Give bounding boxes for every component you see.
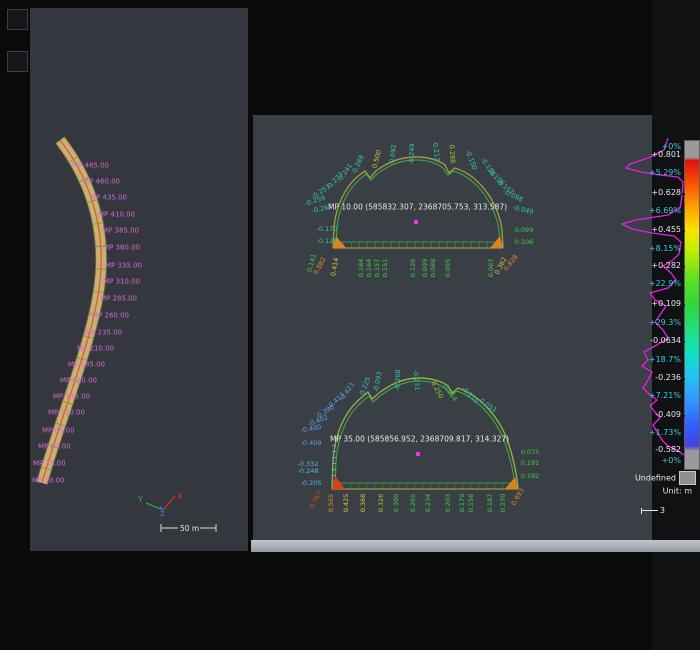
panel-icon-top[interactable] [7, 9, 28, 30]
undefined-color-swatch [679, 471, 696, 485]
color-scale-bar [684, 140, 700, 470]
section-scale-bar: 3 [641, 506, 665, 515]
plan-scale-bar [160, 524, 217, 532]
undefined-label: Undefined [634, 473, 676, 483]
tunnel-profile-mp35 [331, 377, 519, 490]
horizontal-scrollbar[interactable] [251, 540, 700, 552]
plan-scale-label: 50 m [180, 524, 199, 533]
alignment-drawing: X Y Z 50 m [36, 136, 217, 533]
alignment-centerline [41, 139, 102, 484]
section-viewport[interactable] [253, 115, 652, 540]
scale-tick [641, 507, 642, 514]
alignment-band [37, 136, 107, 485]
axis-x-label: X [177, 492, 183, 501]
unit-label: Unit: m [662, 486, 692, 496]
axis-y-label: Y [137, 495, 143, 504]
tunnel-profile-mp10 [332, 156, 504, 249]
section-drawing [331, 156, 519, 490]
axis-z-label: Z [160, 510, 165, 518]
scale-line [642, 510, 658, 511]
plan-viewport[interactable]: X Y Z 50 m [30, 8, 248, 551]
section-scale-label: 3 [659, 506, 665, 515]
panel-icon-bottom[interactable] [7, 51, 28, 72]
axis-triad: X Y Z [137, 492, 183, 518]
